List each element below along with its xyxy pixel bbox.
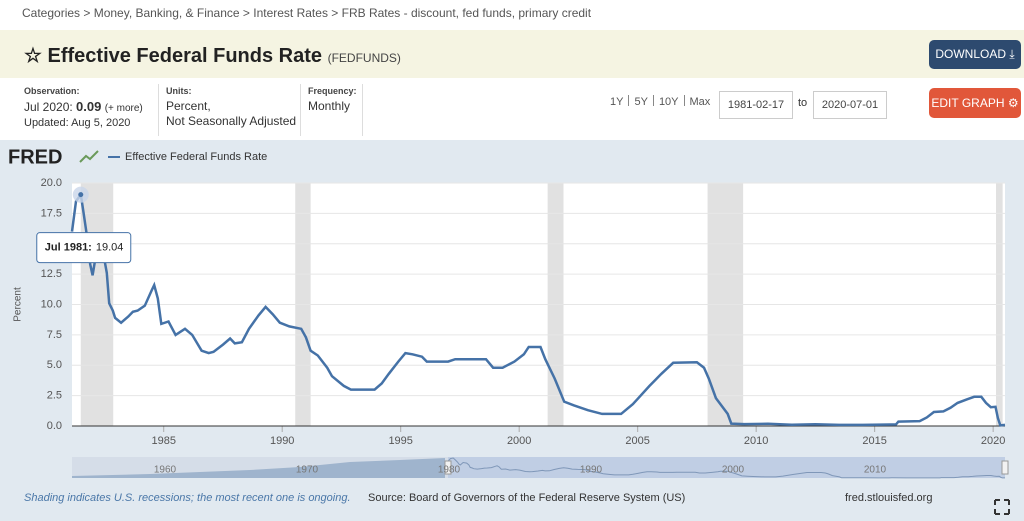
updated: Updated: Aug 5, 2020 xyxy=(24,117,131,129)
units: Units: Percent, Not Seasonally Adjusted xyxy=(166,84,296,129)
logo-icon xyxy=(79,150,99,163)
navigator-tick-label: 1970 xyxy=(296,465,319,476)
y-tick-label: 5.0 xyxy=(47,359,62,371)
tooltip-text: Jul 1981: 19.04 xyxy=(45,242,124,254)
recession-note: Shading indicates U.S. recessions; the m… xyxy=(24,492,351,504)
title-text: Effective Federal Funds Rate xyxy=(47,45,323,67)
site-link[interactable]: fred.stlouisfed.org xyxy=(845,492,932,504)
navigator-area xyxy=(72,458,445,478)
range-button[interactable]: 5Y xyxy=(634,96,648,108)
divider xyxy=(628,95,630,106)
y-tick-label: 17.5 xyxy=(41,207,62,219)
end-date[interactable]: 2020-07-01 xyxy=(813,91,887,119)
navigator-handle[interactable] xyxy=(1001,460,1009,475)
download-label: DOWNLOAD xyxy=(935,47,1007,61)
navigator-handle[interactable] xyxy=(444,460,452,475)
frequency-value: Monthly xyxy=(308,99,351,113)
label: Frequency: xyxy=(308,86,357,96)
y-tick-label: 2.5 xyxy=(47,390,62,402)
y-tick-label: 20.0 xyxy=(41,177,62,189)
x-tick-label: 2015 xyxy=(862,435,886,447)
x-tick-label: 2005 xyxy=(625,435,649,447)
range-button[interactable]: 10Y xyxy=(658,96,679,108)
separator xyxy=(362,84,363,136)
tooltip-box xyxy=(36,232,132,264)
range-button[interactable]: Max xyxy=(689,96,711,108)
label: Units: xyxy=(166,86,192,96)
navigator-tick-label: 1990 xyxy=(580,465,603,476)
separator xyxy=(300,84,301,136)
fullscreen-icon[interactable] xyxy=(994,499,1010,515)
obs-line: Jul 2020: 0.09 (+ more) xyxy=(24,99,143,116)
divider xyxy=(652,95,654,106)
separator xyxy=(158,84,159,136)
obs-value: 0.09 xyxy=(76,99,102,114)
more-link[interactable]: (+ more) xyxy=(104,103,143,114)
obs-date: Jul 2020: xyxy=(24,100,73,114)
range-button[interactable]: 1Y xyxy=(610,96,624,108)
start-date[interactable]: 1981-02-17 xyxy=(719,91,793,119)
tooltip-value: 19.04 xyxy=(96,242,124,254)
y-axis-label: Percent xyxy=(13,287,24,322)
edit-label: EDIT GRAPH xyxy=(931,96,1005,110)
series-line xyxy=(70,191,1006,427)
observation: Observation: Jul 2020: 0.09 (+ more) Upd… xyxy=(24,84,143,131)
tooltip-label: Jul 1981: xyxy=(45,242,92,254)
navigator-tick-label: 1980 xyxy=(438,465,461,476)
download-button[interactable]: DOWNLOAD ⤓ xyxy=(929,40,1021,69)
divider xyxy=(683,95,685,106)
edit-graph-button[interactable]: EDIT GRAPH ⚙ xyxy=(929,88,1021,118)
breadcrumb[interactable]: Categories > Money, Banking, & Finance >… xyxy=(22,6,592,20)
chart: FRED 0.02.55.07.510.012.515.017.520.0198… xyxy=(0,140,1024,521)
hover-point xyxy=(78,192,84,198)
label: Observation: xyxy=(24,86,80,96)
source: Source: Board of Governors of the Federa… xyxy=(368,492,685,504)
navigator-tick-label: 2000 xyxy=(722,465,745,476)
range-buttons: 1Y 5Y 10Y Max xyxy=(610,95,710,108)
series-id: (FEDFUNDS) xyxy=(327,51,401,65)
y-tick-label: 0.0 xyxy=(47,420,62,432)
x-tick-label: 2010 xyxy=(744,435,768,447)
y-tick-label: 10.0 xyxy=(41,298,62,310)
x-tick-label: 1990 xyxy=(270,435,294,447)
units-value: Percent, xyxy=(166,99,211,113)
x-tick-label: 2020 xyxy=(981,435,1005,447)
fred-logo[interactable]: FRED xyxy=(8,146,62,168)
y-tick-label: 12.5 xyxy=(41,268,62,280)
x-tick-label: 2000 xyxy=(507,435,531,447)
to-label: to xyxy=(798,97,808,109)
series-title: ☆ Effective Federal Funds Rate (FEDFUNDS… xyxy=(24,45,401,67)
x-tick-label: 1985 xyxy=(151,435,175,447)
navigator-line xyxy=(447,457,1005,479)
navigator-selection[interactable] xyxy=(448,457,1005,478)
navigator-tick-label: 1960 xyxy=(154,465,177,476)
navigator-tick-label: 2010 xyxy=(864,465,887,476)
frequency: Frequency: Monthly xyxy=(308,84,357,114)
units-value: Not Seasonally Adjusted xyxy=(166,114,297,128)
y-tick-label: 7.5 xyxy=(47,329,62,341)
x-tick-label: 1995 xyxy=(388,435,412,447)
legend-label: Effective Federal Funds Rate xyxy=(125,151,267,163)
title-bar: ☆ Effective Federal Funds Rate (FEDFUNDS… xyxy=(0,30,1024,78)
plot-layer xyxy=(72,182,1005,427)
